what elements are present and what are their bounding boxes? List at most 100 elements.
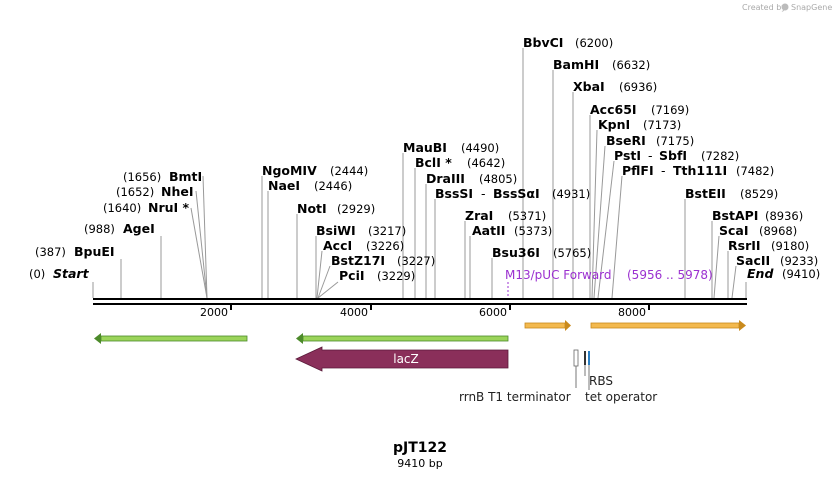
backbone-bottom xyxy=(93,303,747,305)
site-pos-zrai: (5371) xyxy=(508,209,546,223)
site-name-xbai: XbaI xyxy=(573,79,605,94)
lacz-arrow xyxy=(295,346,509,372)
site-name-bamhi: BamHI xyxy=(553,57,599,72)
site-name-noti: NotI xyxy=(297,201,327,216)
site-pos-bcli: (4642) xyxy=(467,156,505,170)
tick-label-8000: 8000 xyxy=(618,306,646,319)
snapgene-logo: SnapGene xyxy=(781,3,832,12)
site-name-bsssai: BssSαI xyxy=(493,186,540,201)
feature-bar xyxy=(590,322,740,329)
site-pos-bstapi: (8936) xyxy=(765,209,803,223)
site-pos-maubi: (4490) xyxy=(461,141,499,155)
site-name-maubi: MauBI xyxy=(403,140,447,155)
site-pos-acci: (3226) xyxy=(366,239,404,253)
snapgene-logo-icon xyxy=(781,3,789,11)
plasmid-length: 9410 bp xyxy=(397,457,442,470)
tick-mark xyxy=(648,305,650,310)
site-pos-bsu36i: (5765) xyxy=(553,246,591,260)
primer-name: M13/pUC Forward xyxy=(505,268,612,282)
primer-range: (5956 .. 5978) xyxy=(627,268,713,282)
ruler: 2000 4000 6000 8000 xyxy=(200,305,650,319)
site-name-aatii: AatII xyxy=(472,223,505,238)
site-name-nhei: NheI xyxy=(161,184,194,199)
site-name-naei: NaeI xyxy=(268,178,300,193)
feature-lacz[interactable]: lacZ xyxy=(295,346,509,372)
lacz-label: lacZ xyxy=(393,352,419,366)
site-pos-nhei: (1652) xyxy=(116,185,154,199)
backbone-top xyxy=(93,298,747,300)
site-pos-pcii: (3229) xyxy=(377,269,415,283)
site-pos-psti: (7282) xyxy=(701,149,739,163)
credit-prefix: Created by xyxy=(742,3,786,12)
site-line-psti xyxy=(597,160,615,299)
feature-tet-operator[interactable]: tet operator xyxy=(585,351,657,404)
site-name-bstz17i: BstZ17I xyxy=(331,253,385,268)
left-site-labels: (0) Start (387) BpuEI (988) AgeI (1640) … xyxy=(29,169,202,281)
terminator-label: rrnB T1 terminator xyxy=(459,390,571,404)
site-name-bsssi: BssSI xyxy=(435,186,473,201)
site-pos-rsrii: (9180) xyxy=(771,239,809,253)
tick-label-4000: 4000 xyxy=(340,306,368,319)
site-dash-bsssi: - xyxy=(481,186,486,201)
tick-mark xyxy=(370,305,372,310)
site-line-scai xyxy=(713,235,720,299)
right-site-labels: NgoMIV (2444) NaeI (2446) NotI (2929) Bs… xyxy=(262,35,820,283)
site-line-bseri xyxy=(593,145,606,299)
site-pos-nrui: (1640) xyxy=(103,201,141,215)
tick-mark xyxy=(230,305,232,310)
site-name-agei: AgeI xyxy=(123,221,155,236)
tick-label-2000: 2000 xyxy=(200,306,228,319)
site-name-tth111i: Tth111I xyxy=(673,163,727,178)
end-pos: (9410) xyxy=(782,267,820,281)
site-lines xyxy=(92,48,747,299)
site-name-bsu36i: Bsu36I xyxy=(492,245,540,260)
site-name-scai: ScaI xyxy=(719,223,749,238)
start-pos: (0) xyxy=(29,267,45,281)
site-name-bmti: BmtI xyxy=(169,169,202,184)
site-pos-bsteii: (8529) xyxy=(740,187,778,201)
feature-green-1[interactable] xyxy=(94,333,248,344)
site-name-acci: AccI xyxy=(323,238,352,253)
site-name-rsrii: RsrII xyxy=(728,238,761,253)
primer-m13-puc-forward[interactable]: M13/pUC Forward (5956 .. 5978) xyxy=(505,268,713,296)
site-dash-pflfi: - xyxy=(661,163,666,178)
site-pos-draiii: (4805) xyxy=(479,172,517,186)
site-pos-pflfi: (7482) xyxy=(736,164,774,178)
site-pos-acc65i: (7169) xyxy=(651,103,689,117)
site-line-pflfi xyxy=(611,175,623,299)
feature-rbs[interactable]: RBS xyxy=(584,351,613,388)
site-pos-naei: (2446) xyxy=(314,179,352,193)
feature-orange-2[interactable] xyxy=(590,320,746,331)
site-name-sbfi: SbfI xyxy=(659,148,687,163)
plasmid-name: pJT122 xyxy=(393,440,447,456)
site-line-nhei xyxy=(195,190,208,299)
feature-green-2[interactable] xyxy=(296,333,509,344)
site-line-kpni xyxy=(591,129,598,299)
site-line-sacii xyxy=(731,265,737,299)
feature-orange-1[interactable] xyxy=(524,320,571,331)
site-name-acc65i: Acc65I xyxy=(590,102,637,117)
site-name-pcii: PciI xyxy=(339,268,365,283)
site-pos-bsssi: (4931) xyxy=(552,187,590,201)
site-pos-agei: (988) xyxy=(84,222,115,236)
site-name-bcli: BclI * xyxy=(415,155,452,170)
site-pos-bpuei: (387) xyxy=(35,245,66,259)
site-pos-bsiwi: (3217) xyxy=(368,224,406,238)
feature-bar xyxy=(100,335,248,342)
tet-operator-mark xyxy=(588,351,590,365)
feature-rrnb-terminator[interactable]: rrnB T1 terminator xyxy=(459,349,579,404)
site-name-bseri: BseRI xyxy=(606,133,646,148)
site-pos-bstz17i: (3227) xyxy=(397,254,435,268)
site-pos-ngomiv: (2444) xyxy=(330,164,368,178)
feature-arrowhead xyxy=(565,320,571,331)
site-name-bpuei: BpuEI xyxy=(74,244,115,259)
site-name-sacii: SacII xyxy=(736,253,770,268)
site-pos-kpni: (7173) xyxy=(643,118,681,132)
site-dash-psti: - xyxy=(648,148,653,163)
site-line-pcii xyxy=(317,281,339,299)
site-name-bsteii: BstEII xyxy=(685,186,726,201)
site-name-ngomiv: NgoMIV xyxy=(262,163,317,178)
feature-arrowhead xyxy=(94,333,101,344)
site-name-bbvci: BbvCI xyxy=(523,35,563,50)
feature-bar xyxy=(302,335,509,342)
